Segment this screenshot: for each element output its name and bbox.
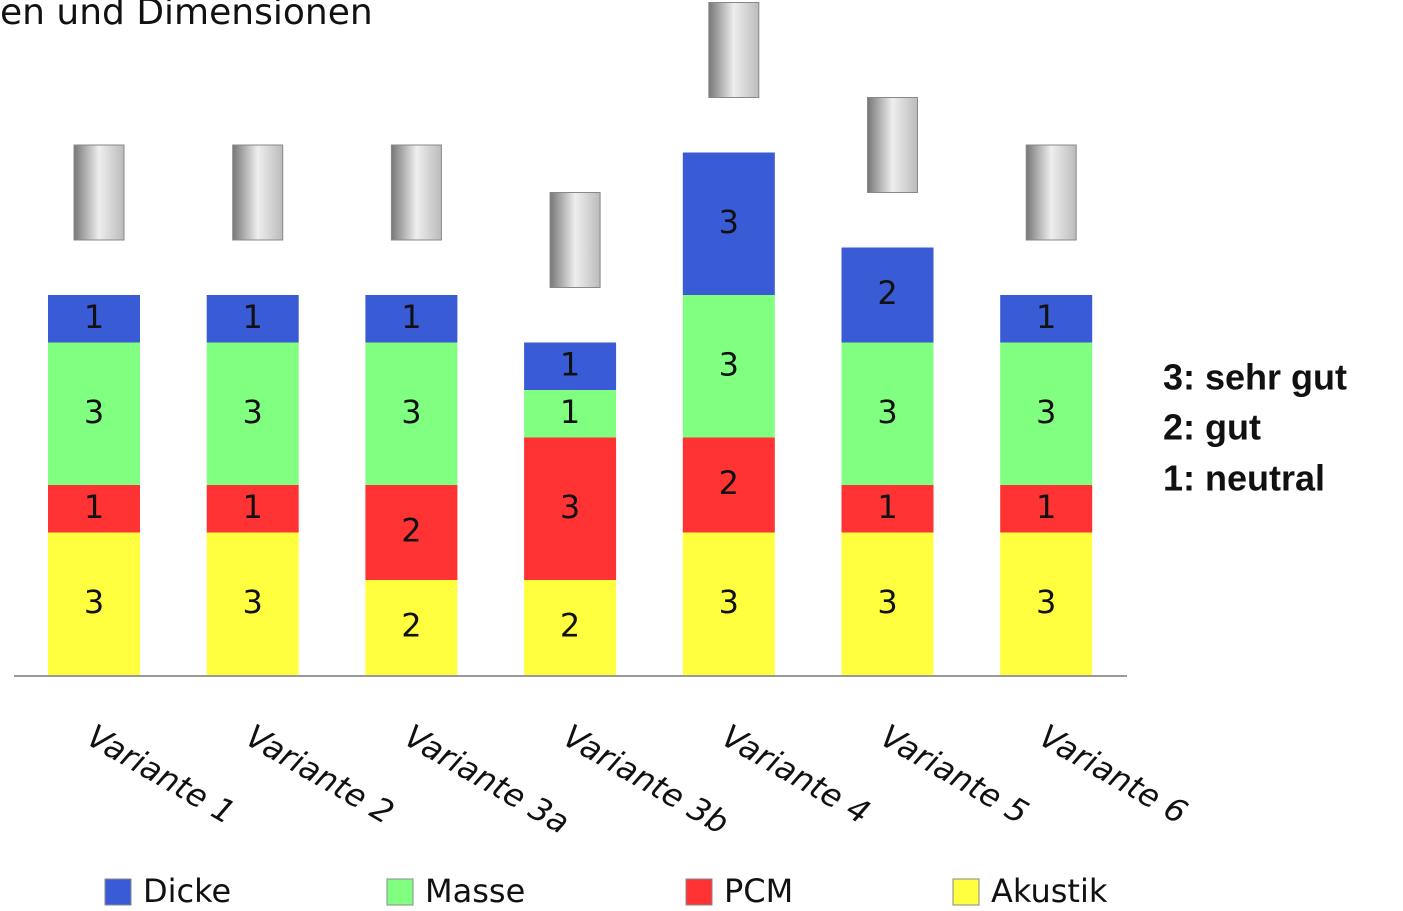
bar-segment	[524, 390, 617, 438]
bar-segment	[48, 485, 140, 533]
bar-segment	[841, 485, 934, 533]
segment-label: 1	[84, 298, 104, 336]
bar-segment	[48, 532, 140, 675]
segment-label: 1	[401, 298, 421, 336]
segment-label: 3	[877, 393, 897, 431]
segment-label: 2	[401, 512, 421, 550]
bar-segment	[1000, 485, 1093, 533]
segment-label: 3	[1036, 583, 1056, 621]
bar-segment	[841, 342, 934, 485]
x-tick-label: Variante 3b	[557, 717, 736, 842]
bar-segment	[206, 485, 299, 533]
panel-icon	[549, 192, 601, 288]
segment-label: 1	[243, 298, 263, 336]
x-tick-label: Variante 5	[874, 717, 1035, 832]
bar-segment	[682, 152, 775, 295]
bar-segment	[365, 580, 458, 675]
panel-icon	[390, 144, 442, 241]
legend-text: Masse	[425, 872, 525, 910]
annotation: 3: sehr gut	[1163, 357, 1347, 398]
segment-label: 1	[560, 345, 580, 383]
segment-label: 2	[719, 464, 739, 502]
panel-icon	[708, 2, 760, 98]
bar-segment	[524, 580, 617, 675]
bar-segment	[841, 532, 934, 675]
annotation: 2: gut	[1163, 407, 1261, 448]
x-tick-label: Variante 1	[81, 717, 242, 832]
legend-swatch	[952, 878, 980, 906]
bar-segment	[206, 295, 299, 343]
bar-segment	[682, 437, 775, 533]
segment-label: 3	[1036, 393, 1056, 431]
segment-label: 3	[401, 393, 421, 431]
legend-swatch	[104, 878, 132, 906]
bar-segment	[48, 342, 140, 485]
bar-segment	[365, 342, 458, 485]
segment-label: 3	[719, 203, 739, 241]
segment-label: 1	[560, 393, 580, 431]
panel-icon	[232, 144, 284, 241]
bar-segment	[206, 532, 299, 675]
legend-text: PCM	[724, 872, 793, 910]
legend-text: Dicke	[143, 872, 231, 910]
bar-segment	[206, 342, 299, 485]
segment-label: 1	[1036, 488, 1056, 526]
segment-label: 3	[84, 393, 104, 431]
segment-label: 3	[719, 345, 739, 383]
legend-swatch	[386, 878, 414, 906]
x-tick-label: Variante 2	[239, 717, 400, 832]
bar-segment	[682, 532, 775, 675]
segment-label: 3	[560, 488, 580, 526]
segment-label: 3	[877, 583, 897, 621]
chart-title: en und Dimensionen	[0, 0, 373, 33]
segment-label: 1	[243, 488, 263, 526]
panel-icon	[1025, 144, 1077, 241]
segment-label: 1	[1036, 298, 1056, 336]
segment-label: 3	[243, 583, 263, 621]
segment-label: 2	[560, 607, 580, 645]
bar-segment	[365, 295, 458, 343]
segment-label: 3	[243, 393, 263, 431]
legend-text: Akustik	[991, 872, 1108, 910]
bar-segment	[1000, 342, 1093, 485]
bar-segment	[524, 342, 617, 390]
annotation: 1: neutral	[1163, 458, 1325, 499]
bar-segment	[48, 295, 140, 343]
x-tick-label: Variante 6	[1033, 717, 1194, 832]
bar-segment	[524, 437, 617, 580]
bar-segment	[682, 295, 775, 438]
segment-label: 3	[719, 583, 739, 621]
x-tick-label: Variante 4	[715, 717, 876, 832]
legend-swatch	[685, 878, 713, 906]
bar-segment	[365, 485, 458, 580]
panel-icon	[73, 144, 125, 241]
bar-segment	[1000, 532, 1093, 675]
segment-label: 1	[84, 488, 104, 526]
bar-segment	[1000, 295, 1093, 343]
segment-label: 2	[877, 274, 897, 312]
bar-segment	[841, 247, 934, 343]
segment-label: 2	[401, 607, 421, 645]
x-tick-label: Variante 3a	[398, 717, 576, 842]
segment-label: 3	[84, 583, 104, 621]
panel-icon	[867, 97, 918, 193]
segment-label: 1	[877, 488, 897, 526]
